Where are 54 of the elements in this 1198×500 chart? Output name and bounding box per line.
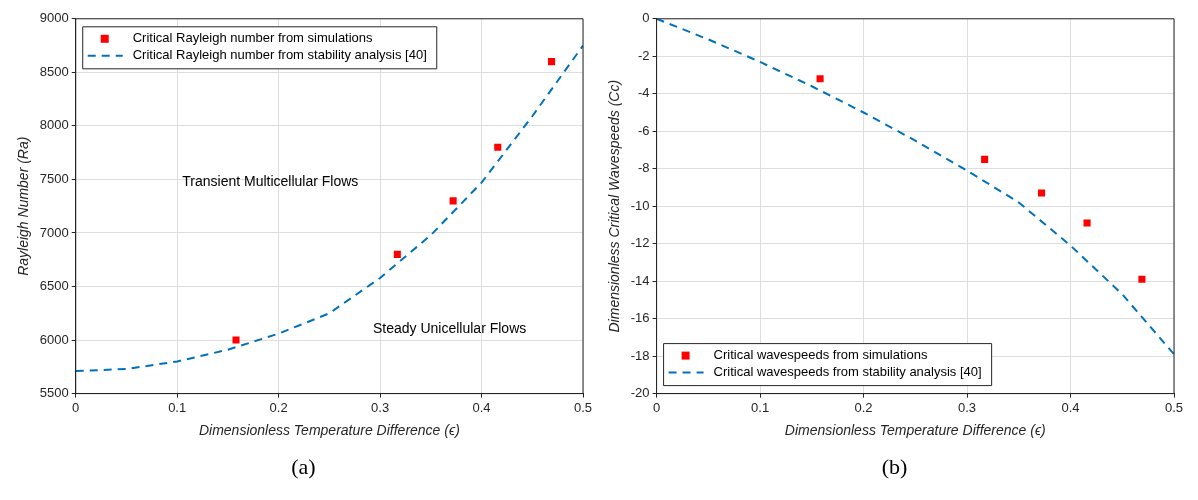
legend-label: Critical Rayleigh number from stability analysis [40] (132, 47, 427, 63)
y-tick-label: -4 (638, 85, 650, 101)
y-axis-title: Rayleigh Number (Ra) (15, 136, 32, 276)
y-tick-label: 8000 (39, 117, 69, 133)
point (1083, 219, 1091, 227)
x-axis-title: Dimensionless Temperature Difference (ϵ) (784, 422, 1046, 439)
y-tick-label: 6000 (39, 331, 69, 347)
point (548, 58, 556, 66)
x-tick-label: 0.2 (854, 399, 873, 415)
y-tick-label: -12 (630, 235, 650, 251)
x-tick-label: 0 (72, 399, 80, 415)
legend-label: Critical Rayleigh number from simulations (132, 30, 374, 46)
x-tick-label: 0.2 (269, 399, 288, 415)
y-tick-label: -2 (638, 47, 650, 63)
x-tick-label: 0.1 (751, 399, 770, 415)
point (1138, 275, 1146, 283)
y-tick-label: 7500 (39, 171, 69, 187)
y-tick-label: 0 (642, 10, 650, 26)
point (1038, 189, 1046, 197)
line-series (75, 44, 583, 373)
y-tick-label: 9000 (39, 10, 69, 26)
point (393, 250, 401, 258)
y-tick-label: -20 (630, 385, 650, 401)
x-tick-label: 0.5 (573, 399, 593, 415)
y-tick-label: -16 (630, 310, 650, 326)
annotation: Steady Unicellular Flows (372, 320, 527, 337)
y-tick-label: -6 (638, 122, 650, 138)
annotation: Transient Multicellular Flows (182, 172, 359, 189)
x-tick-label: 0.4 (1061, 399, 1080, 415)
y-tick-label: -10 (630, 197, 650, 213)
text: (b) (880, 454, 909, 480)
legend-label: Critical wavespeeds from simulations (713, 347, 928, 363)
y-tick-label: -14 (630, 272, 650, 288)
x-tick-label: 0.3 (958, 399, 977, 415)
x-tick-label: 0 (652, 399, 661, 415)
point (981, 155, 989, 163)
point (449, 197, 457, 205)
text: (a) (290, 454, 317, 480)
point (494, 143, 502, 151)
x-tick-label: 0.3 (371, 399, 390, 415)
point (232, 336, 240, 344)
x-axis-title: Dimensionless Temperature Difference (ϵ) (198, 422, 460, 439)
x-tick-label: 0.1 (168, 399, 187, 415)
y-tick-label: -18 (630, 347, 650, 363)
x-tick-label: 0.5 (1164, 399, 1184, 415)
y-tick-label: 8500 (39, 63, 69, 79)
x-tick-label: 0.4 (472, 399, 491, 415)
legend-label: Critical wavespeeds from stability analysis [40] (713, 364, 982, 380)
point (816, 75, 824, 83)
y-tick-label: 6500 (39, 278, 69, 294)
y-tick-label: -8 (638, 160, 650, 176)
y-tick-label: 7000 (39, 224, 69, 240)
y-axis-title: Dimensionless Critical Wavespeeds (Cc) (606, 79, 623, 333)
y-tick-label: 5500 (39, 385, 69, 401)
